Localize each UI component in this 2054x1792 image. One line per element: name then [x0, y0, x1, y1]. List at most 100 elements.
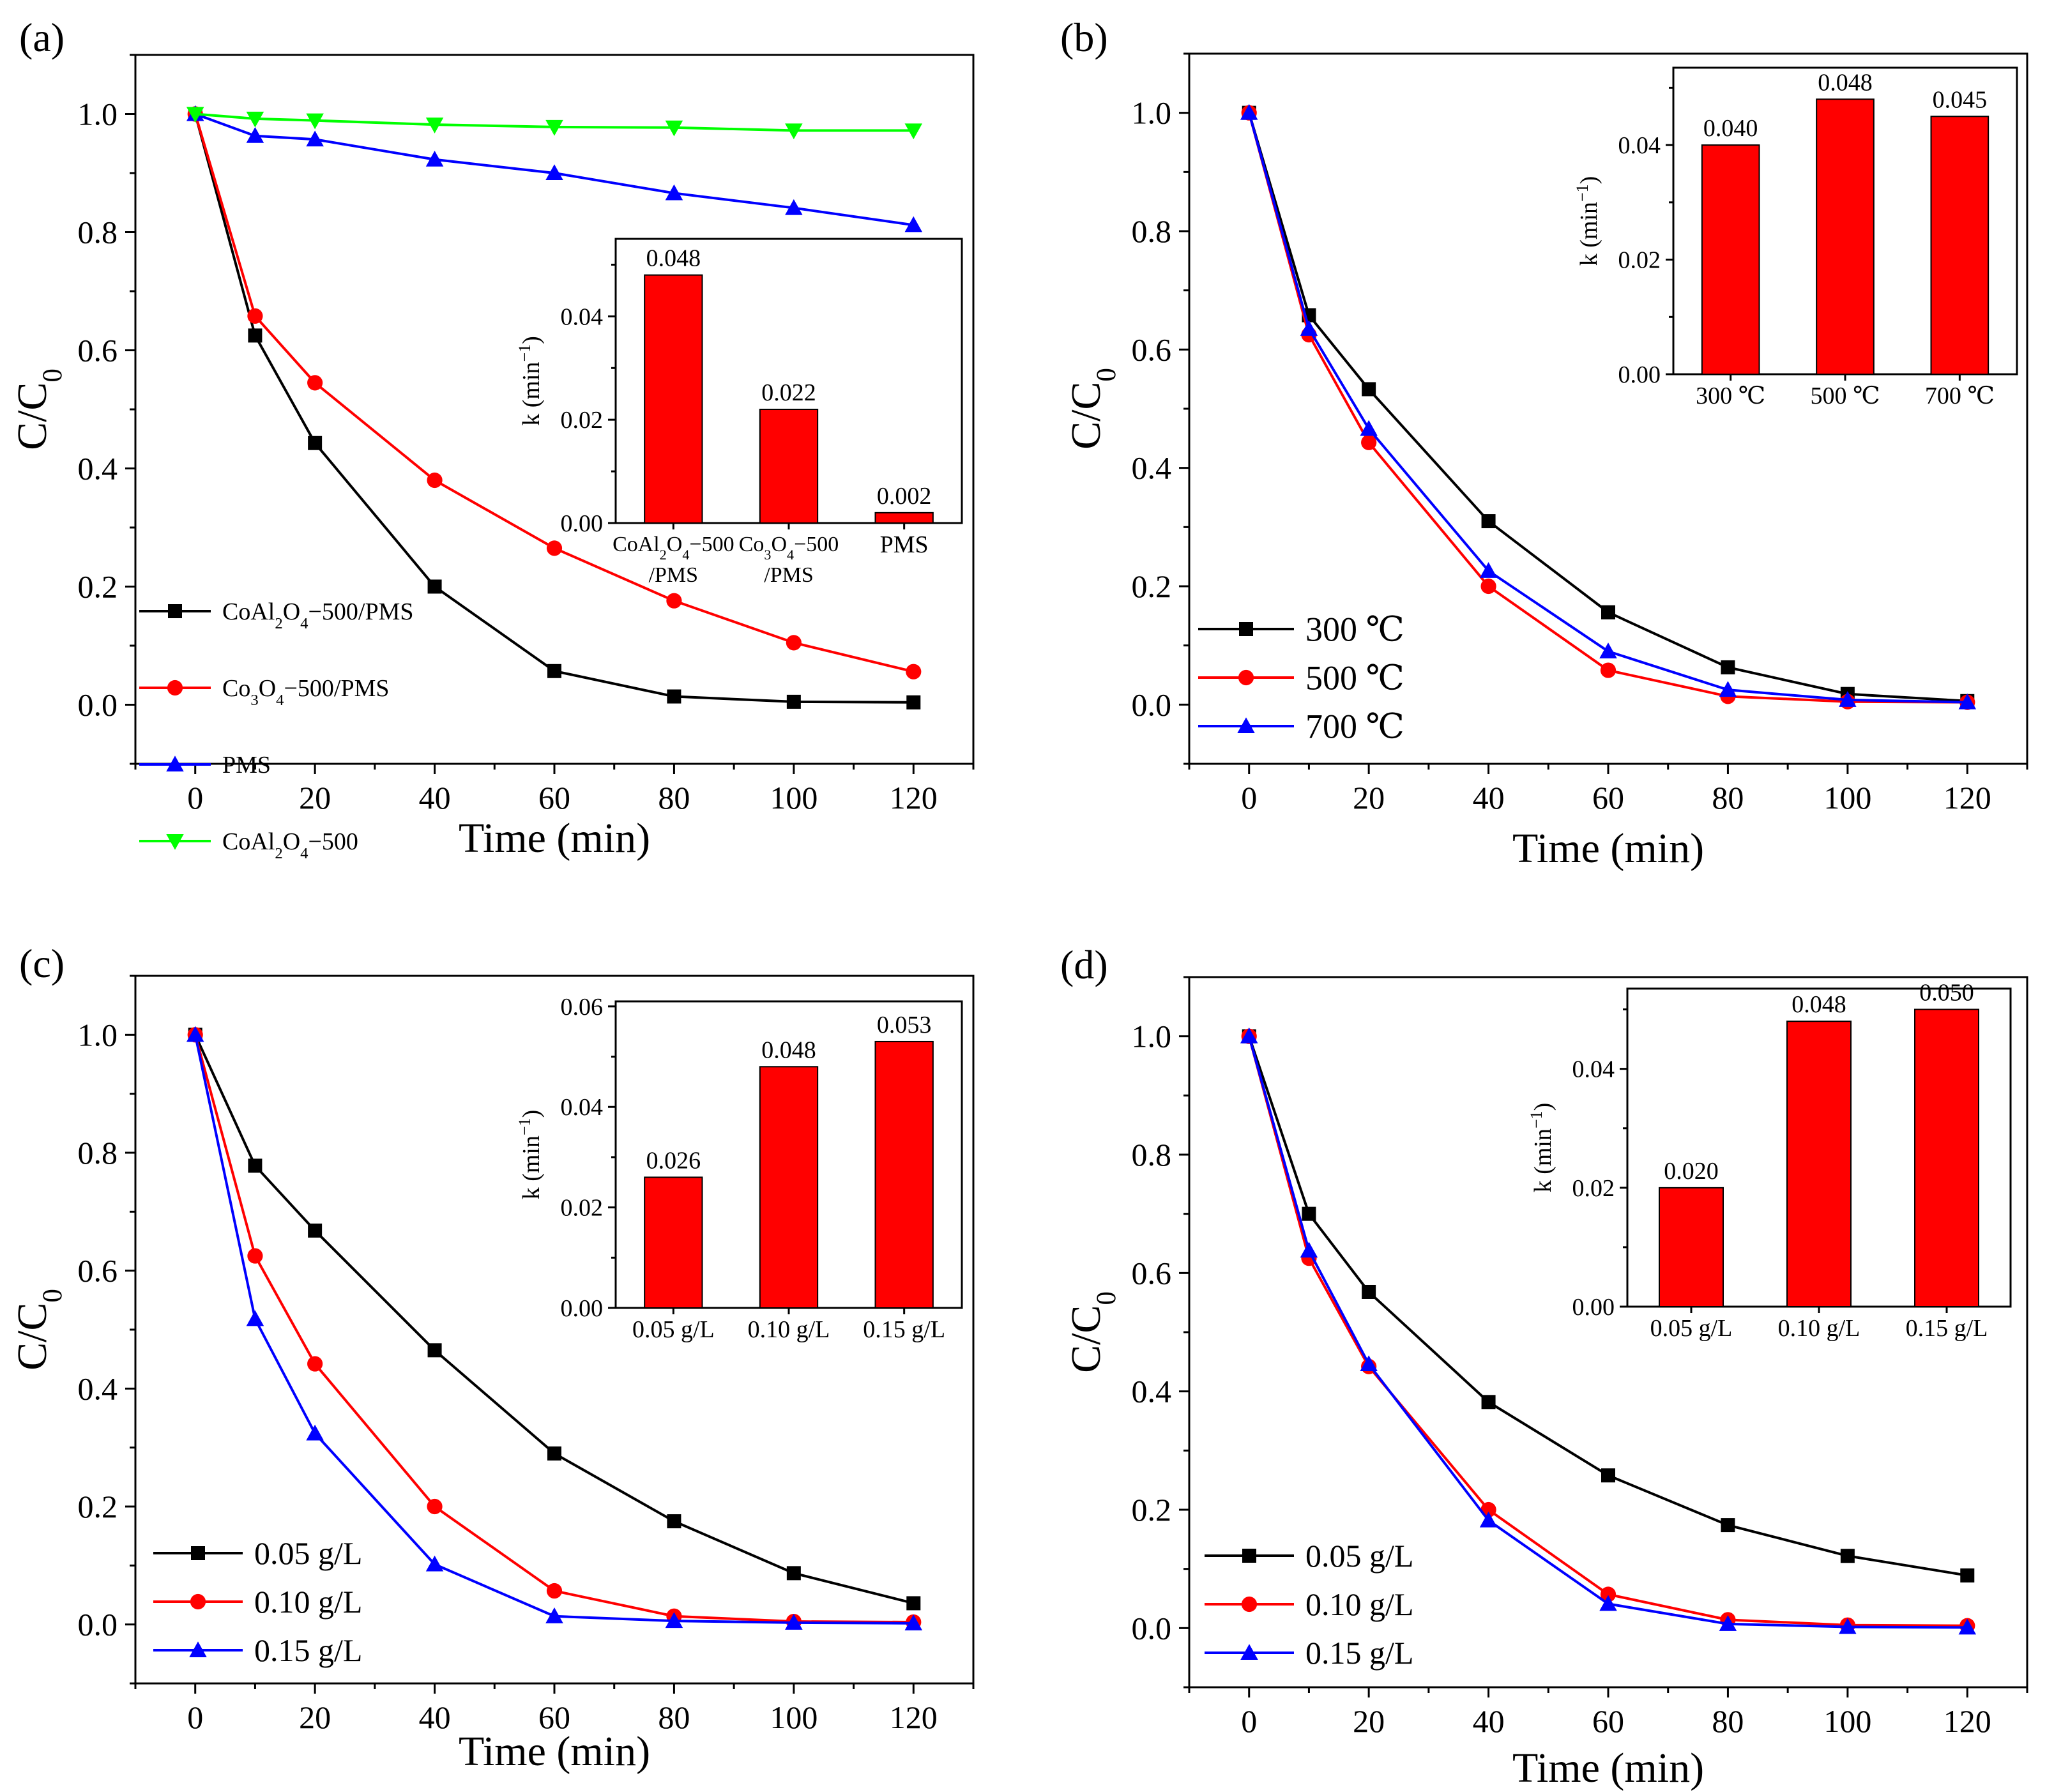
panel-a-x-tick-label: 20 [299, 780, 331, 816]
panel-c-legend-entry: 0.10 g/L [254, 1584, 362, 1620]
panel-a-series-0-point [667, 689, 681, 704]
panel-d-series-0-point [1960, 1568, 1975, 1583]
panel-b-inset-bar [1816, 98, 1875, 375]
panel-a-x-tick-label: 120 [890, 780, 938, 816]
panel-b-series-2-point [1360, 420, 1378, 436]
panel-d-legend-entry: 0.05 g/L [1305, 1538, 1413, 1574]
panel-b-y-tick-label: 0.0 [1132, 687, 1172, 722]
panel-c-series-2-point [785, 1614, 803, 1630]
panel-d-inset-bar-value-label: 0.050 [1919, 980, 1974, 1006]
panel-a-inset-x-tick-label: Co3O4−500 [739, 533, 839, 563]
panel-b-inset-bar-value-label: 0.048 [1818, 69, 1873, 96]
panel-d-legend-swatch-marker [1240, 1644, 1258, 1660]
panel-a-legend-swatch-marker [168, 604, 182, 618]
panel-a-series-1-line [194, 113, 914, 673]
panel-d-series-0-point [1362, 1284, 1376, 1299]
panel-b-label: (b) [1060, 15, 1108, 60]
panel-b-inset-bar-value-label: 0.040 [1703, 115, 1758, 142]
panel-d-series-2-point [1240, 1027, 1258, 1044]
panel-d-inset-y-axis-label: k (min−1) [1527, 1103, 1557, 1193]
panel-b-legend-swatch-marker [1239, 622, 1253, 636]
panel-d-y-tick-label: 0.8 [1132, 1137, 1172, 1173]
panel-a-series-0-point [906, 695, 921, 710]
panel-c-series-2-point [306, 1424, 324, 1441]
panel-d-x-tick-label: 20 [1353, 1703, 1385, 1739]
panel-c-legend-swatch-marker [191, 1546, 205, 1560]
panel-c-y-tick-label: 0.6 [78, 1253, 118, 1289]
panel-b-series-1-point [1361, 434, 1377, 450]
panel-c-x-tick-label: 40 [419, 1699, 451, 1735]
panel-c-label: (c) [19, 941, 65, 986]
panel-c-inset-x-tick-label: 0.05 g/L [632, 1316, 715, 1343]
panel-b-x-tick-label: 20 [1353, 780, 1385, 816]
panel-a-series-2-line [195, 112, 914, 227]
panel-b-series-1-point [1600, 662, 1617, 678]
panel-b-series-2-point [1839, 691, 1857, 707]
panel-b-series-2-line [1247, 112, 1968, 704]
panel-b-inset-y-tick-label: 0.02 [1618, 247, 1661, 274]
panel-b-series-0-point [1601, 605, 1615, 619]
panel-a-y-tick-label: 0.2 [78, 569, 118, 605]
panel-a-y-tick-label: 0.4 [78, 451, 118, 487]
panel-c-series-0-point [547, 1446, 561, 1461]
panel-c-x-tick-label: 120 [890, 1699, 938, 1735]
panel-d-legend-entry: 0.15 g/L [1305, 1635, 1413, 1671]
panel-b-series-2-point [1958, 693, 1977, 710]
panel-c-series-0-point [786, 1566, 801, 1581]
panel-d-inset-bar [1786, 1021, 1852, 1308]
panel-c-series-1-point [546, 1583, 563, 1599]
panel-a-legend-entry: CoAl2O4−500 [222, 828, 358, 862]
panel-a-inset-y-tick-label: 0.04 [561, 303, 604, 330]
panel-b-series-2-point [1599, 642, 1617, 658]
panel-d-series-2-point [1839, 1618, 1857, 1634]
panel-d-legend-entry: 0.10 g/L [1305, 1586, 1413, 1622]
panel-d-x-tick-label: 40 [1473, 1703, 1505, 1739]
panel-b-inset: 0.00 0.02 0.04 k (min−1) 0.040 300 ℃ 0.048 500 … [1573, 66, 2018, 409]
panel-b-x-tick-label: 100 [1823, 780, 1871, 816]
panel-a-legend-swatch-marker [167, 680, 183, 696]
panel-a-inset-bar-value-label: 0.048 [646, 245, 701, 272]
panel-b-inset-bar [1930, 116, 1989, 375]
panel-a-inset-x-tick-label: PMS [880, 531, 929, 558]
panel-a-y-axis-label: C/C0 [9, 368, 68, 450]
panel-a-series-2-point [904, 216, 923, 232]
panel-c-x-tick-label: 0 [187, 1699, 203, 1735]
panel-a-series-1-point [546, 540, 563, 556]
panel-c-series-2-point [186, 1026, 204, 1042]
panel-b-y-tick-label: 1.0 [1132, 95, 1172, 131]
panel-a-inset-x-tick-label-line2: /PMS [649, 563, 699, 587]
panel-d-x-tick-label: 100 [1823, 1703, 1871, 1739]
panel-c-series-0-point [308, 1223, 323, 1238]
panel-a-x-axis-label: Time (min) [459, 815, 650, 862]
panel-d-series-2-point [1719, 1615, 1737, 1631]
panel-a-series-1-point [906, 664, 922, 680]
panel-b-y-tick-label: 0.2 [1132, 568, 1172, 604]
panel-b-inset-x-tick-label: 700 ℃ [1925, 383, 1995, 409]
panel-a-inset-y-tick-label: 0.02 [561, 407, 604, 434]
panel-a-inset-x-tick-label: CoAl2O4−500 [612, 533, 734, 563]
panel-c-series-2-point [904, 1614, 923, 1630]
panel-a-series-1-point [786, 635, 802, 651]
panel-b-series-0-line [1247, 112, 1968, 702]
panel-c-legend-entry: 0.15 g/L [254, 1632, 362, 1668]
panel-d-y-tick-label: 0.6 [1132, 1255, 1172, 1291]
panel-a-y-tick-label: 1.0 [78, 96, 118, 132]
panel-a-series-0-point [248, 328, 262, 343]
panel-b-series-0-point [1721, 660, 1735, 674]
panel-d-series-0-point [1601, 1468, 1615, 1483]
panel-d-inset-x-tick-label: 0.10 g/L [1778, 1315, 1860, 1342]
panel-b-legend-entry: 700 ℃ [1305, 707, 1404, 745]
panel-a-series-2-point [246, 126, 264, 143]
panel-d: (d) 0 20 40 60 80 100 120 0.0 0.2 0.4 0.6 0.8 1.0 Time… [1060, 942, 2028, 1791]
panel-c-inset-y-tick-label: 0.04 [561, 1094, 604, 1121]
panel-a-legend-entry: PMS [222, 752, 271, 778]
panel-c-y-tick-label: 0.0 [78, 1607, 118, 1643]
panel-a-x-tick-label: 60 [538, 780, 570, 816]
panel-c-inset-bar-value-label: 0.026 [646, 1147, 701, 1174]
panel-b-x-tick-label: 80 [1712, 780, 1744, 816]
panel-c-series-2-point [545, 1607, 563, 1623]
panel-a-inset-bar-value-label: 0.022 [761, 379, 816, 406]
panel-c-inset-bar [759, 1066, 819, 1309]
panel-c-inset: 0.00 0.02 0.04 0.06 k (min−1) 0.026 0.05 g/L 0.… [515, 994, 963, 1343]
panel-d-y-tick-label: 0.4 [1132, 1374, 1172, 1409]
